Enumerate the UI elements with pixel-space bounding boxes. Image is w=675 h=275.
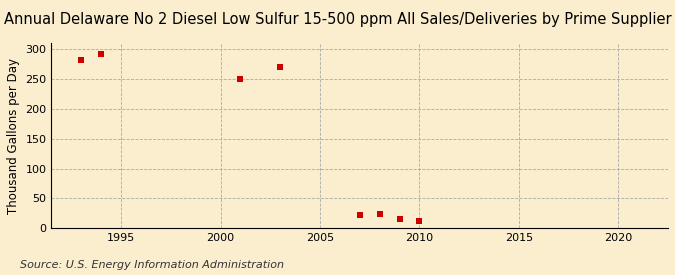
Point xyxy=(76,58,86,62)
Point xyxy=(394,217,405,222)
Point xyxy=(275,64,286,69)
Point xyxy=(235,76,246,81)
Point xyxy=(414,218,425,223)
Text: Source: U.S. Energy Information Administration: Source: U.S. Energy Information Administ… xyxy=(20,260,284,270)
Point xyxy=(374,212,385,216)
Point xyxy=(96,52,107,56)
Text: Annual Delaware No 2 Diesel Low Sulfur 15-500 ppm All Sales/Deliveries by Prime : Annual Delaware No 2 Diesel Low Sulfur 1… xyxy=(3,12,672,28)
Y-axis label: Thousand Gallons per Day: Thousand Gallons per Day xyxy=(7,57,20,214)
Point xyxy=(354,213,365,218)
